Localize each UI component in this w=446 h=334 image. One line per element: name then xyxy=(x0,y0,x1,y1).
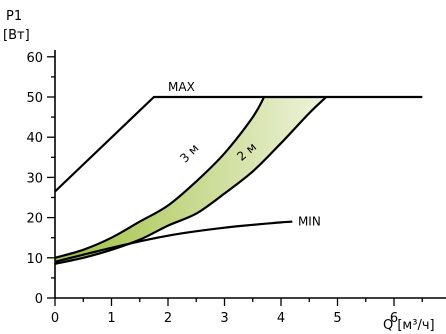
y-axis-title-line1: P1 xyxy=(6,9,22,24)
x-tick-label-1: 1 xyxy=(107,311,115,326)
y-tick-label-60: 60 xyxy=(26,51,43,66)
y-tick-label-20: 20 xyxy=(26,212,43,227)
x-tick-label-2: 2 xyxy=(164,311,172,326)
x-tick-label-6: 6 xyxy=(390,311,398,326)
y-axis-title-line2: [Вт] xyxy=(3,28,30,43)
x-axis-title: Q [м³/ч] xyxy=(383,318,435,333)
series-line-2м xyxy=(54,96,327,265)
x-tick-label-4: 4 xyxy=(277,311,285,326)
axes: 0 10 20 30 40 50 60 0 1 2 3 4 5 6 xyxy=(26,50,446,326)
x-tick-label-5: 5 xyxy=(333,311,341,326)
series-line-max xyxy=(54,95,423,193)
y-tick-label-50: 50 xyxy=(26,91,43,106)
y-tick-label-30: 30 xyxy=(26,171,43,186)
annotation-3: MIN xyxy=(298,215,321,229)
x-tick-label-0: 0 xyxy=(51,311,59,326)
y-tick-label-10: 10 xyxy=(26,252,43,267)
y-tick-label-0: 0 xyxy=(35,292,43,307)
series-line-3м xyxy=(54,96,266,259)
band-3m-2m xyxy=(55,97,327,264)
annotation-1: 3 м xyxy=(177,141,201,165)
y-tick-label-40: 40 xyxy=(26,131,43,146)
series-line-min xyxy=(54,220,293,263)
annotation-0: MAX xyxy=(168,80,195,94)
x-tick-label-3: 3 xyxy=(220,311,228,326)
